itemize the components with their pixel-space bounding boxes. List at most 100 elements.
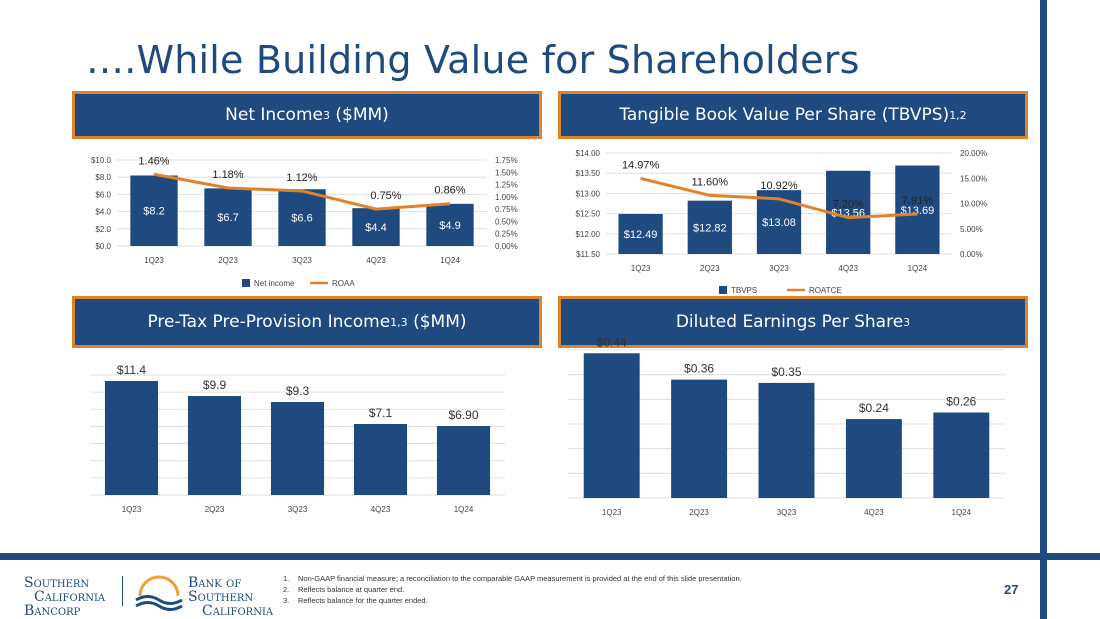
logo-right-line-2: Southern [188,589,254,605]
panel-net-income-sup: 3 [322,108,330,122]
tbvps-left-tick-label: $13.00 [576,189,601,198]
net_income-right-tick-label: 0.75% [495,205,518,214]
tbvps-line-label: 7.91% [902,195,933,207]
logo-left-line-2: California [34,589,106,605]
tbvps-right-tick-label: 5.00% [960,225,983,234]
pre_tax-bar [104,381,159,495]
net_income-right-tick-label: 0.00% [495,242,518,251]
net_income-right-tick-label: 1.00% [495,193,518,202]
tbvps-bar-label: $12.49 [624,229,658,241]
logo-right-line-1: Bank of [188,575,242,591]
net_income-bar [204,188,252,246]
net_income-bar-label: $8.2 [143,206,164,218]
right-accent-bar [1040,0,1047,619]
net_income-right-tick-label: 1.75% [495,156,518,165]
footnote-2: 2. Reflects balance at quarter end. [283,584,742,595]
tbvps-x-tick-label: 1Q24 [908,264,928,273]
net_income-right-tick-label: 1.25% [495,181,518,190]
tbvps-line-label: 10.92% [760,180,798,192]
net_income-right-tick-label: 1.50% [495,168,518,177]
tbvps-bar-label: $13.08 [762,217,796,229]
panel-pre-tax-suffix: ($MM) [407,312,467,332]
tbvps-legend-label-line: ROATCE [809,286,842,295]
eps-bar [845,419,902,498]
eps-bar-label: $0.44 [597,335,627,349]
footnote-1: 1. Non-GAAP financial measure; a reconcil… [283,573,742,584]
net_income-bar-label: $4.9 [439,220,460,232]
tbvps-left-tick-label: $14.00 [576,149,601,158]
logo-left-line-1: Southern [24,575,90,591]
logo-right-line-3: California [202,603,274,619]
pre_tax-bar [187,396,242,495]
tbvps-right-tick-label: 10.00% [960,200,987,209]
net_income-line-label: 0.86% [434,185,465,197]
tbvps-bar [618,214,663,254]
footnote-3-text: Reflects balance for the quarter ended. [298,596,428,605]
tbvps-right-tick-label: 15.00% [960,174,987,183]
footnote-2-number: 2. [283,585,290,594]
bank-logo-wave-icon [135,575,183,611]
eps-x-tick-label: 1Q24 [952,508,972,517]
net_income-bar [352,208,400,246]
pre_tax-bar [353,424,408,495]
net_income-line-series [153,172,451,211]
tbvps-left-tick-label: $12.00 [576,230,601,239]
net_income-left-tick-label: $0.0 [95,242,111,251]
eps-x-tick-label: 1Q23 [602,508,622,517]
eps-bar [933,412,990,498]
tbvps-left-tick-label: $11.50 [576,250,600,259]
net_income-x-tick-label: 1Q23 [144,256,164,265]
footer-accent-bar [0,553,1100,560]
tbvps-line-label: 11.60% [692,176,729,188]
panel-tbvps-sup: 1,2 [949,108,967,122]
pre_tax-x-tick-label: 2Q23 [205,505,225,514]
logo-southern-california-bancorp: Southern California Bancorp [24,576,105,618]
tbvps-bar [687,200,732,254]
panel-eps-sup: 3 [903,315,911,329]
pre_tax-bar-label: $11.4 [117,363,146,377]
panel-net-income: Net Income 3 ($MM) [72,91,542,139]
pre_tax-bar [436,426,491,495]
net_income-x-tick-label: 2Q23 [218,256,238,265]
footnote-3-number: 3. [283,596,290,605]
net_income-bar [278,189,326,246]
net_income-bar-label: $6.6 [291,213,312,225]
panel-eps-label: Diluted Earnings Per Share [675,312,904,332]
panel-pre-tax-sup: 1,3 [390,315,408,329]
net_income-line-label: 1.18% [212,169,243,181]
tbvps-right-tick-label: 20.00% [960,149,987,158]
logo-left-line-3: Bancorp [24,603,81,619]
panel-pre-tax-label: Pre-Tax Pre-Provision Income [147,312,391,332]
tbvps-line-series [640,176,918,220]
tbvps-left-tick-label: $13.50 [576,169,601,178]
eps-bar-label: $0.35 [771,365,801,379]
pre_tax-x-tick-label: 4Q23 [371,505,391,514]
panel-tbvps-label: Tangible Book Value Per Share (TBVPS) [619,105,950,125]
footnote-1-number: 1. [283,574,290,583]
tbvps-left-tick-label: $12.50 [576,210,601,219]
pre_tax-bar-label: $6.90 [448,408,478,422]
page-number: 27 [1004,582,1019,597]
tbvps-line-label: 14.97% [622,159,660,171]
eps-bar [583,353,640,498]
net_income-bar-label: $6.7 [217,212,238,224]
panel-net-income-label: Net Income [225,105,323,125]
net_income-left-tick-label: $4.0 [95,208,111,217]
net_income-legend-swatch-bar [242,279,250,287]
eps-bar-label: $0.26 [946,394,976,408]
panel-net-income-suffix: ($MM) [329,105,389,125]
tbvps-bar [756,190,802,254]
pre_tax-x-tick-label: 1Q23 [122,505,142,514]
page-title: ….While Building Value for Shareholders [86,38,860,82]
tbvps-x-tick-label: 4Q23 [838,264,858,273]
eps-x-tick-label: 4Q23 [864,508,884,517]
net_income-line-label: 0.75% [370,190,401,202]
eps-bar-label: $0.24 [859,401,889,415]
net_income-left-tick-label: $10.0 [91,156,112,165]
net_income-bar-label: $4.4 [365,222,386,234]
panel-pre-tax: Pre-Tax Pre-Provision Income 1,3 ($MM) [72,296,542,348]
pre_tax-bar-label: $9.3 [286,384,310,398]
tbvps-legend-swatch-bar [719,286,727,294]
logo-bank-of-southern-california: Bank of Southern California [188,576,273,618]
eps-bar [671,379,728,498]
